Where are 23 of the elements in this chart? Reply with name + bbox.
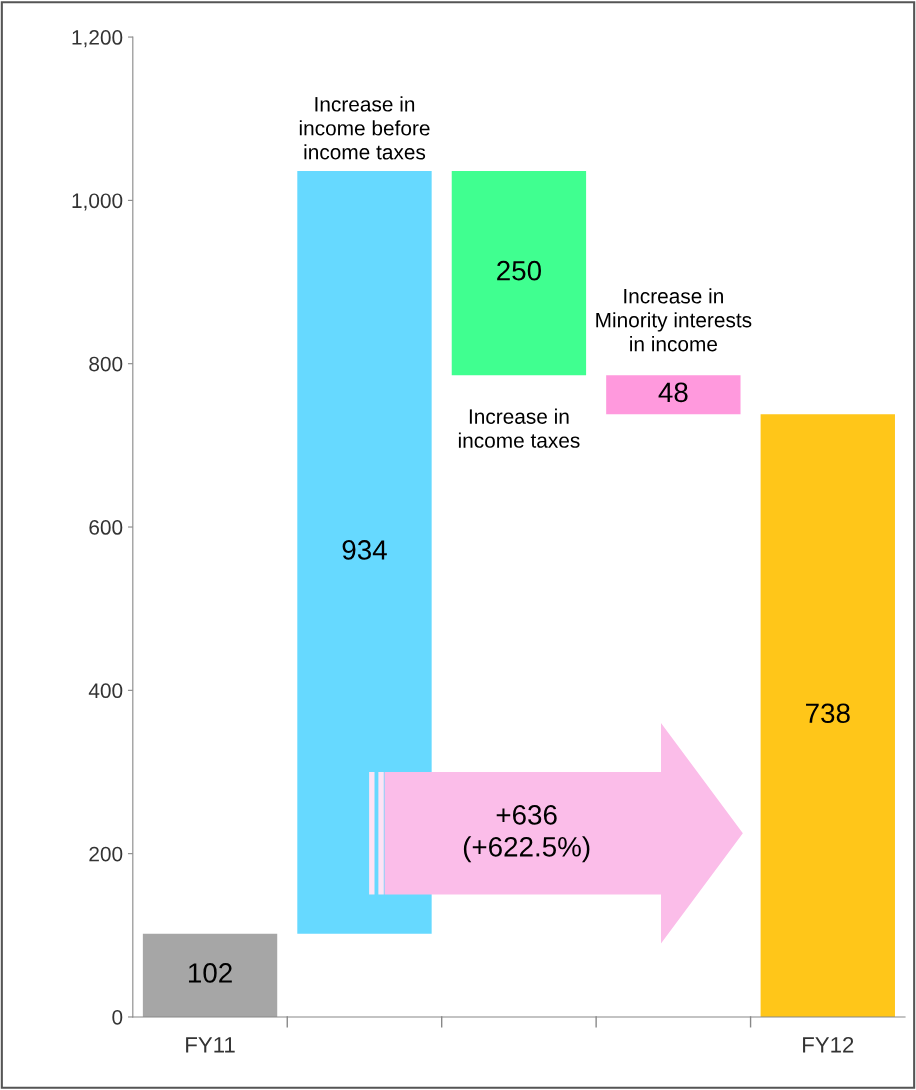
y-tick-label: 1,000	[72, 193, 123, 211]
y-tick-label: 200	[89, 846, 123, 862]
bar	[606, 375, 741, 415]
annotation: +636 (+622.5%)	[463, 805, 590, 863]
x-tick-label: FY11	[186, 1037, 235, 1053]
annotation: Increase in Minority interests in income	[596, 288, 752, 352]
data-label: 738	[806, 703, 850, 724]
y-tick-label: 0	[112, 1009, 123, 1025]
data-label: 102	[188, 963, 232, 983]
y-tick-label: 800	[89, 356, 123, 372]
data-label: 48	[658, 382, 688, 403]
data-label: 250	[497, 260, 541, 281]
x-tick-label: FY12	[803, 1037, 854, 1053]
y-tick-label: 1,200	[72, 30, 123, 48]
bar	[760, 414, 895, 1017]
data-label: 934	[342, 540, 387, 560]
annotation: Increase in income taxes	[458, 408, 580, 448]
annotation: Increase in income before income taxes	[299, 96, 430, 160]
bar	[142, 933, 278, 1017]
y-tick-label: 400	[88, 683, 123, 699]
bar	[297, 170, 432, 934]
bar	[451, 170, 587, 376]
y-tick-label: 600	[89, 520, 123, 535]
